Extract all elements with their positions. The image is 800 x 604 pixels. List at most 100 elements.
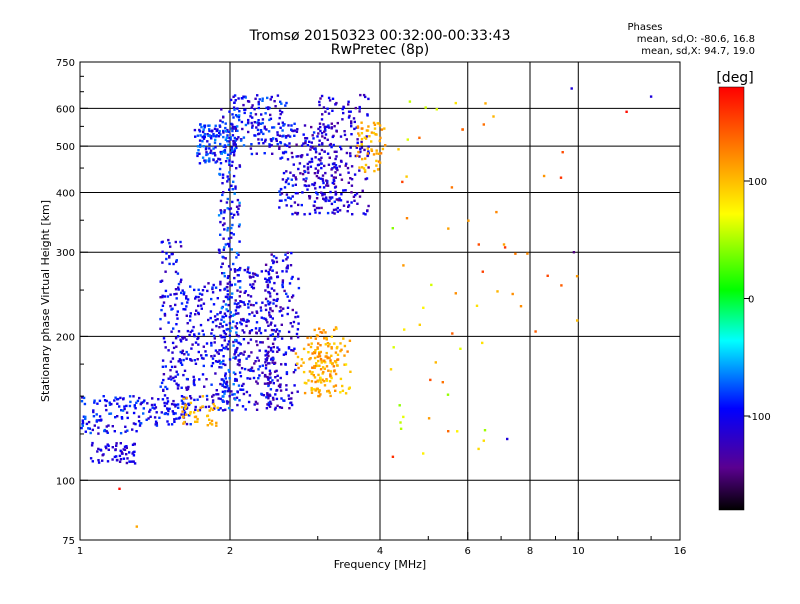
data-point-748 [236,129,239,132]
data-point-143 [128,460,131,463]
data-point-1777 [367,150,370,153]
data-point-2210 [560,284,563,287]
data-point-1255 [267,362,270,365]
data-point-1948 [377,168,380,171]
data-point-520 [223,336,227,339]
data-point-310 [159,296,162,299]
data-point-1499 [270,144,273,147]
data-point-1342 [214,146,217,149]
data-point-1537 [314,187,317,190]
data-point-2220 [511,292,514,296]
data-point-553 [181,289,184,292]
data-point-1340 [212,134,216,138]
data-point-2052 [318,364,321,367]
data-point-1793 [363,148,366,152]
data-point-1317 [203,159,206,162]
data-point-1870 [365,135,368,138]
data-point-1363 [233,149,236,152]
data-point-1155 [284,351,288,354]
data-point-2099 [339,391,342,394]
data-point-1531 [238,118,241,122]
data-point-2068 [328,356,331,359]
data-point-1461 [237,116,241,119]
data-point-220 [172,412,175,416]
data-point-1636 [288,135,292,138]
data-point-1110 [264,289,267,292]
data-point-1781 [353,127,356,131]
data-point-341 [177,282,181,286]
data-point-575 [194,420,197,423]
data-point-2084 [316,346,319,349]
data-point-1305 [222,135,225,139]
data-point-344 [174,303,177,307]
data-point-2023 [335,347,339,350]
data-point-132 [125,453,128,456]
data-point-814 [235,251,239,255]
data-point-753 [222,237,225,240]
data-point-826 [234,114,238,117]
data-point-763 [219,209,222,212]
data-point-1666 [323,193,326,196]
data-point-2176 [430,283,433,287]
data-point-646 [236,403,239,407]
data-point-1129 [288,407,291,410]
data-point-175 [153,416,157,419]
data-point-1231 [281,283,284,287]
data-point-1720 [285,193,289,196]
data-point-1148 [266,375,269,379]
data-point-167 [154,420,158,423]
data-point-955 [242,392,246,396]
data-point-2072 [321,378,324,381]
data-point-913 [250,329,254,332]
data-point-759 [229,268,232,271]
data-point-1824 [353,173,357,176]
data-point-1479 [250,143,253,146]
data-point-1032 [234,349,237,352]
data-point-1716 [308,212,312,216]
data-point-1693 [335,150,338,153]
data-point-308 [175,259,178,262]
data-point-1460 [249,147,253,150]
data-point-1372 [228,159,231,162]
data-point-1026 [274,330,278,333]
data-point-1792 [348,114,351,118]
data-point-823 [234,185,237,188]
data-point-1228 [273,337,277,340]
data-point-2207 [546,274,549,277]
data-point-787 [222,320,226,323]
data-point-22 [124,430,127,433]
data-point-1548 [311,183,314,186]
data-point-1820 [321,174,325,177]
data-point-705 [219,382,222,386]
data-point-11 [91,428,94,432]
data-point-543 [181,349,184,352]
data-point-448 [224,374,227,377]
data-point-2136 [310,372,313,376]
data-point-298 [179,245,183,248]
data-point-1238 [267,382,270,385]
data-point-655 [221,272,224,275]
data-point-1037 [259,309,263,312]
data-point-2160 [389,368,393,371]
data-point-958 [252,275,255,278]
data-point-1009 [258,329,261,332]
data-point-1097 [264,367,268,370]
data-point-388 [204,405,208,409]
data-point-68 [81,421,85,424]
data-point-373 [194,362,198,365]
data-point-537 [194,297,197,300]
data-point-641 [223,392,226,395]
data-point-1521 [257,103,260,106]
data-point-2012 [313,376,317,379]
data-point-1769 [318,100,321,104]
data-point-441 [228,370,231,373]
data-point-435 [181,401,185,404]
data-point-1419 [257,100,260,104]
data-point-1722 [317,163,321,166]
data-point-2225 [572,251,576,254]
data-point-541 [222,355,225,358]
data-point-420 [202,333,205,336]
data-point-65 [126,416,129,420]
data-point-1115 [273,324,277,327]
data-point-2007 [328,342,331,346]
